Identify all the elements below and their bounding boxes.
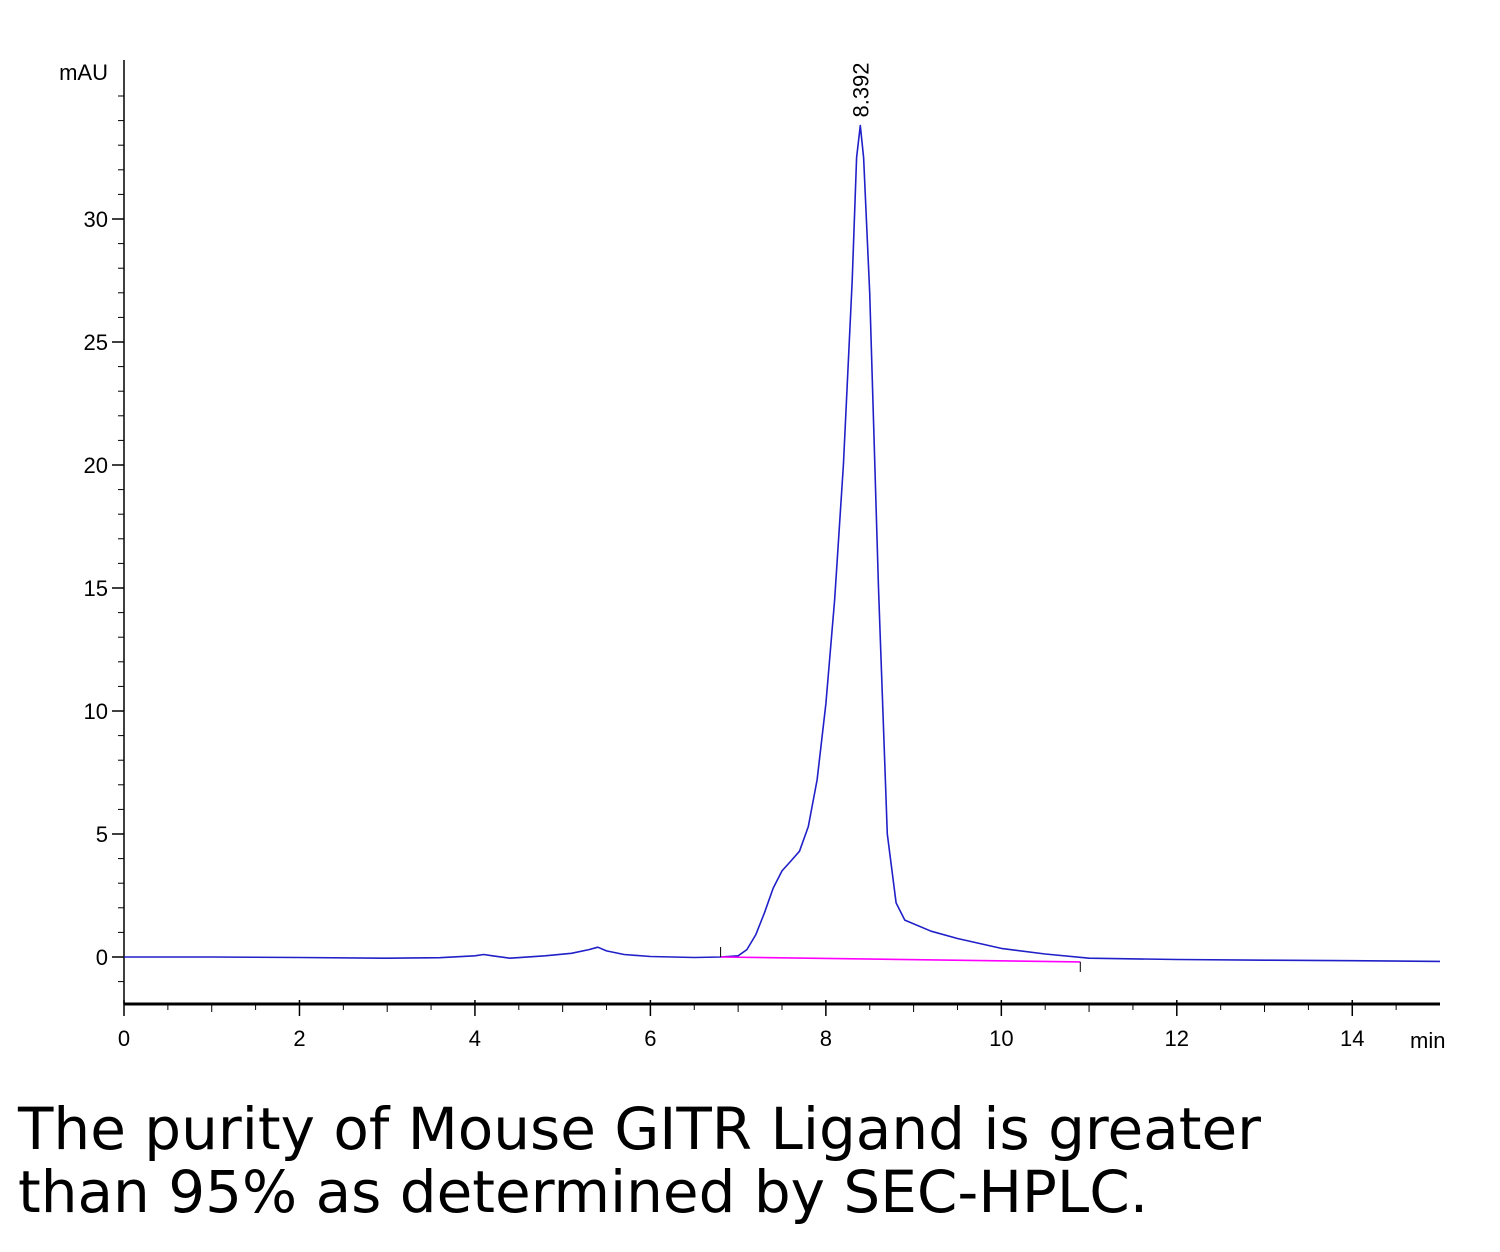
series-layer xyxy=(124,124,1441,972)
y-tick-label: 25 xyxy=(84,330,108,355)
signal-trace xyxy=(124,124,1441,963)
x-tick-label: 2 xyxy=(293,1026,305,1051)
peak-label: 8.392 xyxy=(848,62,873,117)
y-axis-label: mAU xyxy=(59,60,108,85)
x-tick-label: 12 xyxy=(1165,1026,1189,1051)
x-axis-label: min xyxy=(1410,1028,1445,1053)
y-tick-label: 5 xyxy=(96,822,108,847)
chart-ticks: 0 5 10 15 20 25 30 0 2 4 6 8 10 12 14 xyxy=(84,95,1397,1051)
integration-baseline xyxy=(720,956,1081,963)
caption-line-1: The purity of Mouse GITR Ligand is great… xyxy=(18,1095,1261,1163)
y-tick-label: 15 xyxy=(84,576,108,601)
chart-axes xyxy=(123,60,1440,1006)
chromatogram-chart: 0 5 10 15 20 25 30 0 2 4 6 8 10 12 14 mAU min 8.392 xyxy=(59,60,1445,1053)
x-tick-label: 8 xyxy=(820,1026,832,1051)
y-tick-label: 10 xyxy=(84,699,108,724)
y-tick-label: 20 xyxy=(84,453,108,478)
x-tick-label: 0 xyxy=(118,1026,130,1051)
y-tick-label: 30 xyxy=(84,207,108,232)
y-tick-label: 0 xyxy=(96,945,108,970)
x-tick-label: 14 xyxy=(1340,1026,1364,1051)
caption: The purity of Mouse GITR Ligand is great… xyxy=(18,1098,1478,1224)
x-tick-label: 6 xyxy=(644,1026,656,1051)
annotation-layer: 8.392 xyxy=(848,62,873,117)
x-tick-label: 4 xyxy=(469,1026,481,1051)
caption-line-2: than 95% as determined by SEC-HPLC. xyxy=(18,1158,1149,1226)
x-tick-label: 10 xyxy=(989,1026,1013,1051)
